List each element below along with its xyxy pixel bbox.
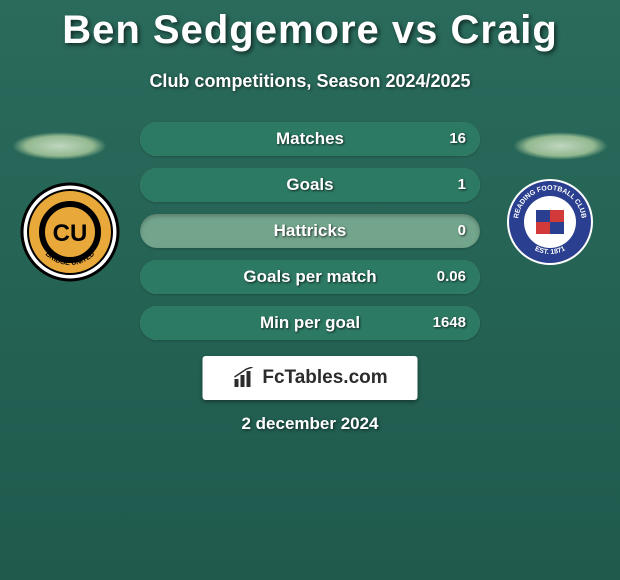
stat-val-right: 1: [458, 168, 466, 202]
page-title: Ben Sedgemore vs Craig: [0, 0, 620, 53]
club-badge-left: CU BRIDGE UNITED: [20, 177, 120, 287]
stat-val-right: 0: [458, 214, 466, 248]
stat-label: Min per goal: [140, 306, 480, 340]
spotlight-left: [12, 132, 107, 160]
stat-label: Goals: [140, 168, 480, 202]
comparison-stage: CU BRIDGE UNITED READING FOOTBALL CLUB: [0, 122, 620, 442]
stat-label: Hattricks: [140, 214, 480, 248]
spotlight-right: [513, 132, 608, 160]
stat-bars: Matches 16 Goals 1 Hattricks 0 Goals per…: [140, 122, 480, 352]
stat-bar: Hattricks 0: [140, 214, 480, 248]
brand-box: FcTables.com: [203, 356, 418, 400]
subtitle: Club competitions, Season 2024/2025: [0, 71, 620, 92]
chart-icon: [232, 367, 258, 389]
club-abbrev-left: CU: [53, 220, 88, 247]
brand-text: FcTables.com: [262, 367, 387, 389]
stat-bar: Matches 16: [140, 122, 480, 156]
stat-val-right: 0.06: [437, 260, 466, 294]
stat-bar: Goals 1: [140, 168, 480, 202]
stat-bar: Min per goal 1648: [140, 306, 480, 340]
stat-bar: Goals per match 0.06: [140, 260, 480, 294]
stat-label: Matches: [140, 122, 480, 156]
date-line: 2 december 2024: [0, 414, 620, 434]
stat-val-right: 16: [449, 122, 466, 156]
club-badge-right: READING FOOTBALL CLUB EST. 1871: [500, 177, 600, 287]
stat-label: Goals per match: [140, 260, 480, 294]
stat-val-right: 1648: [433, 306, 466, 340]
